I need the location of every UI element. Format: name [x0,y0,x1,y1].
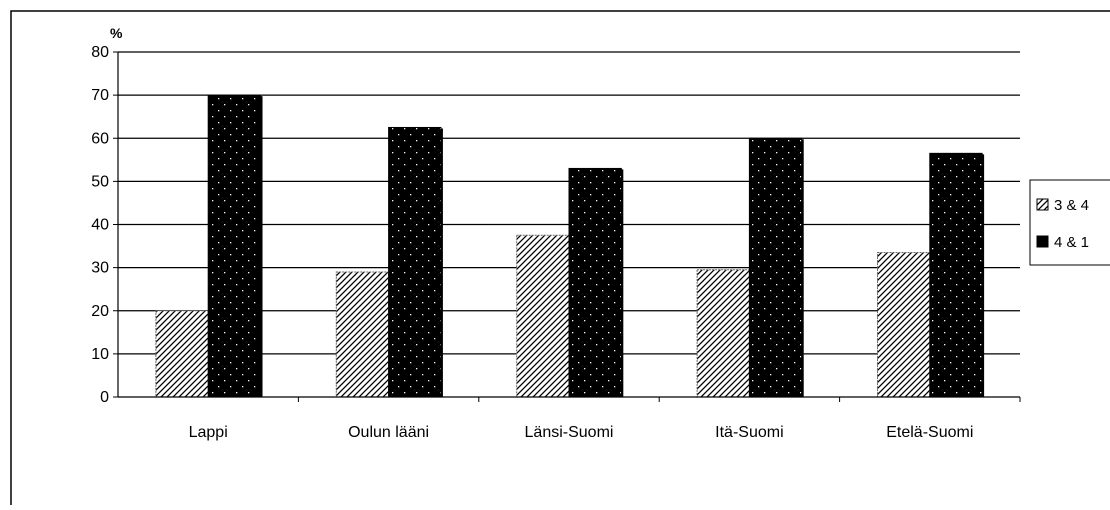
x-category-label: Etelä-Suomi [886,424,973,441]
bar-series-1 [516,234,570,398]
bar-series-2 [748,137,803,398]
legend-label-series-1: 3 & 4 [1054,197,1089,214]
x-category-label: Lappi [189,424,228,441]
bar-shadow [260,96,263,397]
x-category-label: Länsi-Suomi [525,424,614,441]
bar-shadow [982,154,985,397]
bar-shadow [440,128,443,397]
y-tick-label: 70 [91,87,109,104]
bar-series-1 [155,310,209,398]
y-tick-label: 0 [100,389,109,406]
legend-swatch-hatch [1036,198,1049,211]
bar-shadow [801,139,804,397]
chart-area-border [10,10,1110,505]
bar-series-1 [696,269,750,398]
legend: 3 & 4 4 & 1 [1029,179,1110,266]
bars [155,94,985,398]
y-axis-label: % [110,25,123,41]
bar-series-2 [388,126,442,398]
y-tick-label: 60 [91,130,109,147]
bar-series-1 [876,252,931,398]
y-tick-label: 30 [91,260,109,277]
y-tick-label: 80 [91,44,109,61]
axes [117,52,1021,402]
bar-series-2 [207,94,262,398]
y-tick-label: 40 [91,217,109,234]
x-category-label: Itä-Suomi [715,424,783,441]
bar-shadow [621,169,624,397]
bar-series-2 [929,152,983,398]
y-tick-label: 10 [91,346,109,363]
bar-series-1 [335,271,390,398]
bar-series-2 [568,167,622,398]
y-tick-label: 50 [91,173,109,190]
x-axis-labels: Lappi Oulun lääni Länsi-Suomi Itä-Suomi Etel… [189,424,974,441]
y-axis-ticks: 0 10 20 30 40 50 60 70 80 [91,44,118,406]
legend-box [1029,179,1110,266]
legend-label-series-2: 4 & 1 [1054,234,1089,251]
x-category-label: Oulun lääni [348,424,429,441]
y-tick-label: 20 [91,303,109,320]
legend-swatch-dots [1036,235,1049,248]
